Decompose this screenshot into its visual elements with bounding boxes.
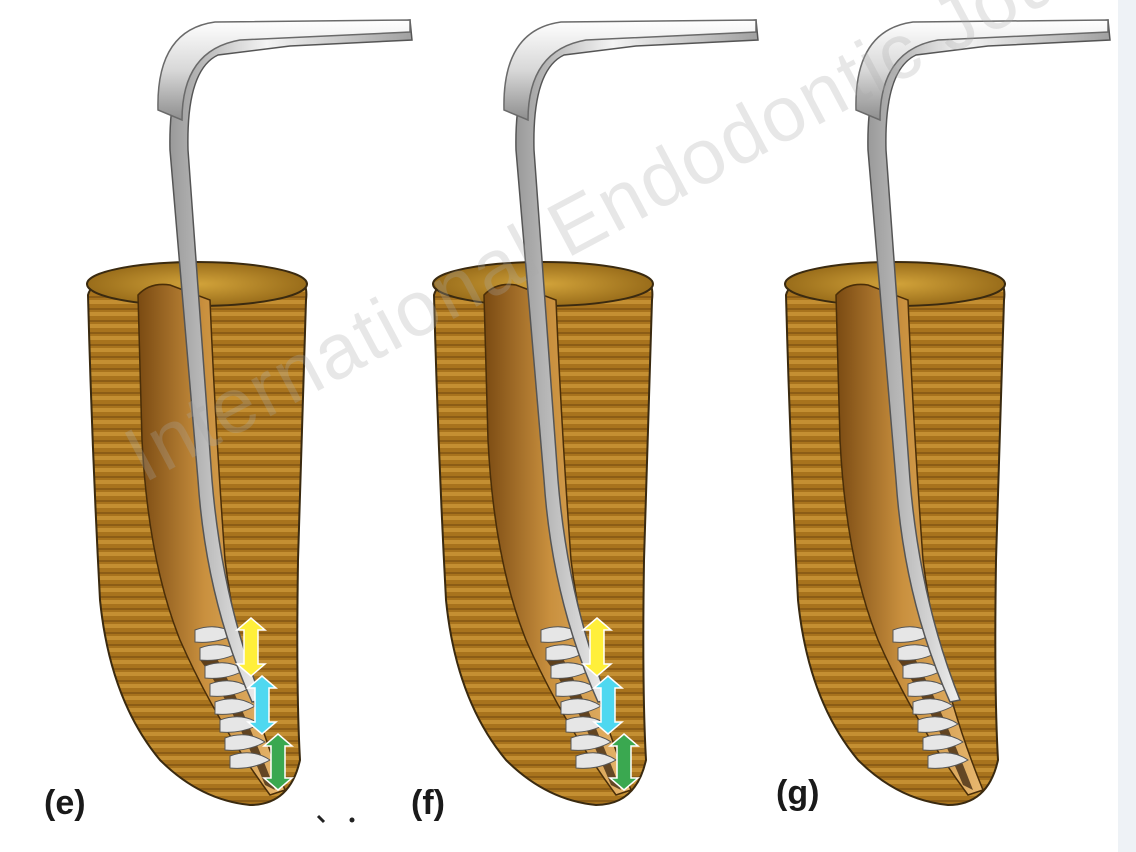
panel-label-e: (e) (44, 784, 86, 822)
file-flute (917, 716, 959, 733)
file-handle (157, 19, 411, 122)
cyan-arrow (245, 675, 279, 735)
yellow-arrow (580, 617, 614, 677)
file-flute (229, 752, 271, 769)
stray-mark (316, 814, 326, 824)
file-flute (927, 752, 969, 769)
file-flute (570, 734, 612, 751)
panel-label-f: (f) (411, 784, 445, 822)
green-arrow (261, 733, 295, 791)
file-flute (922, 734, 964, 751)
file-flute (912, 698, 954, 715)
panel-f (432, 19, 759, 807)
cyan-arrow (591, 675, 625, 735)
panel-label-g: (g) (776, 774, 820, 812)
file-flute (224, 734, 266, 751)
right-edge-strip (1118, 0, 1136, 852)
green-arrow (607, 733, 641, 791)
panel-e (86, 19, 413, 807)
file-handle (503, 19, 757, 122)
file-flute (575, 752, 617, 769)
panel-g (784, 19, 1111, 807)
file-handle (855, 19, 1109, 122)
stray-dot (349, 817, 355, 823)
yellow-arrow (234, 617, 268, 677)
